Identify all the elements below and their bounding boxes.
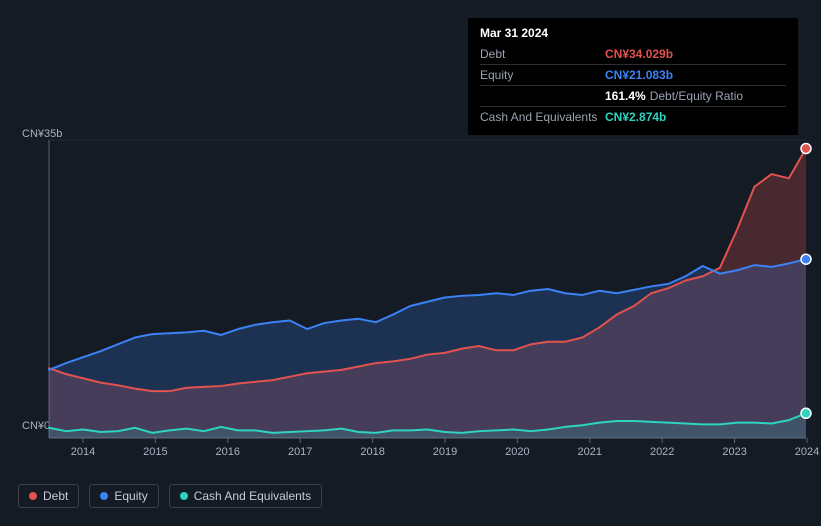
tooltip-row-label bbox=[480, 89, 605, 103]
x-axis-label: 2021 bbox=[578, 446, 602, 458]
legend-item-label: Cash And Equivalents bbox=[194, 489, 311, 503]
tooltip-row: DebtCN¥34.029b bbox=[480, 44, 786, 65]
x-axis-label: 2022 bbox=[650, 446, 674, 458]
tooltip-date: Mar 31 2024 bbox=[480, 26, 786, 40]
tooltip-row-label: Debt bbox=[480, 47, 605, 61]
x-axis-label: 2023 bbox=[722, 446, 746, 458]
tooltip-row: 161.4% Debt/Equity Ratio bbox=[480, 86, 786, 107]
legend-dot-icon bbox=[29, 492, 37, 500]
x-axis-label: 2018 bbox=[360, 446, 384, 458]
chart-tooltip: Mar 31 2024 DebtCN¥34.029bEquityCN¥21.08… bbox=[468, 18, 798, 135]
tooltip-row-extra: Debt/Equity Ratio bbox=[650, 89, 743, 103]
legend-dot-icon bbox=[180, 492, 188, 500]
x-axis-label: 2019 bbox=[433, 446, 457, 458]
legend-item-cash-and-equivalents[interactable]: Cash And Equivalents bbox=[169, 484, 322, 508]
x-axis-label: 2024 bbox=[795, 446, 819, 458]
legend-item-label: Debt bbox=[43, 489, 68, 503]
tooltip-row-value: CN¥34.029b bbox=[605, 47, 673, 61]
tooltip-row-value: 161.4% bbox=[605, 89, 646, 103]
x-axis-label: 2017 bbox=[288, 446, 312, 458]
x-axis-labels: 2014 2015 2016 2017 2018 2019 2020 2021 2022 2023… bbox=[0, 446, 821, 462]
legend-item-label: Equity bbox=[114, 489, 147, 503]
x-axis-label: 2020 bbox=[505, 446, 529, 458]
tooltip-row-label: Cash And Equivalents bbox=[480, 110, 605, 124]
legend-item-equity[interactable]: Equity bbox=[89, 484, 158, 508]
tooltip-row-label: Equity bbox=[480, 68, 605, 82]
x-axis-label: 2014 bbox=[71, 446, 95, 458]
tooltip-row: Cash And EquivalentsCN¥2.874b bbox=[480, 107, 786, 127]
tooltip-row-value: CN¥21.083b bbox=[605, 68, 673, 82]
legend-item-debt[interactable]: Debt bbox=[18, 484, 79, 508]
chart-legend: Debt Equity Cash And Equivalents bbox=[18, 484, 322, 508]
legend-dot-icon bbox=[100, 492, 108, 500]
x-axis-label: 2016 bbox=[216, 446, 240, 458]
tooltip-row-value: CN¥2.874b bbox=[605, 110, 666, 124]
x-axis-label: 2015 bbox=[143, 446, 167, 458]
tooltip-row: EquityCN¥21.083b bbox=[480, 65, 786, 86]
